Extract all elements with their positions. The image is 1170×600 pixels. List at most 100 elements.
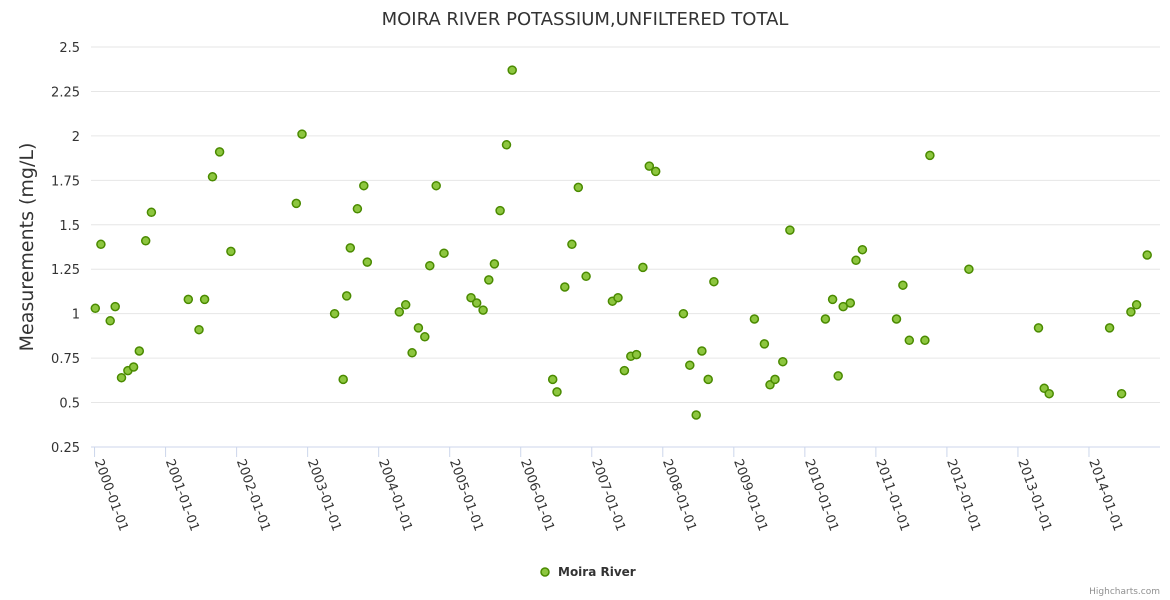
data-point[interactable] [484, 275, 494, 285]
data-point[interactable] [478, 305, 488, 315]
data-point[interactable] [140, 236, 151, 246]
data-point[interactable] [691, 410, 701, 420]
data-point[interactable] [1142, 250, 1152, 260]
data-point[interactable] [778, 356, 788, 367]
x-tick-label: 2014-01-01 [1085, 457, 1125, 533]
series-moira-river [90, 65, 1152, 420]
data-point[interactable] [425, 260, 435, 271]
data-point[interactable] [644, 161, 655, 171]
legend[interactable]: Moira River [540, 565, 636, 579]
data-point[interactable] [214, 147, 225, 157]
data-point[interactable] [581, 271, 591, 282]
data-point[interactable] [697, 346, 707, 356]
data-point[interactable] [146, 207, 157, 218]
data-point[interactable] [904, 335, 915, 346]
y-tick-labels: 0.25 0.5 0.75 1 1.25 1.5 1.75 2 2.25 2.5 [51, 41, 80, 456]
data-point[interactable] [1116, 388, 1127, 399]
y-tick-label: 1.75 [51, 174, 80, 189]
data-point[interactable] [1033, 323, 1044, 333]
data-point[interactable] [1104, 323, 1115, 333]
data-point[interactable] [329, 308, 340, 319]
data-point[interactable] [352, 204, 363, 214]
data-point[interactable] [183, 294, 194, 305]
data-point[interactable] [552, 387, 562, 397]
data-point[interactable] [833, 371, 843, 381]
data-point[interactable] [547, 374, 558, 385]
data-point[interactable] [194, 324, 204, 335]
data-point[interactable] [207, 172, 218, 182]
data-point[interactable] [1044, 388, 1054, 399]
data-point[interactable] [116, 372, 127, 383]
data-point[interactable] [134, 346, 145, 356]
data-point[interactable] [96, 239, 106, 250]
data-point[interactable] [110, 301, 120, 312]
data-point[interactable] [495, 205, 505, 216]
data-point[interactable] [407, 348, 417, 358]
data-point[interactable] [619, 365, 630, 376]
data-point[interactable] [685, 360, 695, 370]
x-tick-label: 2009-01-01 [730, 457, 770, 533]
data-point[interactable] [1126, 307, 1136, 317]
data-point[interactable] [703, 374, 713, 385]
data-point[interactable] [567, 239, 577, 250]
data-point[interactable] [297, 129, 307, 139]
legend-marker[interactable] [540, 567, 550, 577]
data-point[interactable] [439, 248, 449, 258]
data-point[interactable] [413, 323, 424, 333]
data-point[interactable] [400, 300, 411, 310]
data-point[interactable] [678, 308, 689, 319]
data-point[interactable] [650, 166, 661, 177]
data-point[interactable] [827, 294, 838, 305]
data-point[interactable] [820, 314, 831, 324]
data-point[interactable] [394, 307, 405, 317]
data-point[interactable] [345, 243, 356, 253]
data-point[interactable] [420, 332, 430, 342]
data-point[interactable] [1131, 300, 1142, 310]
credits-link[interactable]: Highcharts.com [1089, 587, 1160, 597]
data-point[interactable] [105, 316, 115, 326]
data-point[interactable] [857, 244, 868, 255]
chart-title: MOIRA RIVER POTASSIUM,UNFILTERED TOTAL [382, 9, 789, 30]
data-point[interactable] [466, 292, 476, 303]
data-point[interactable] [759, 339, 770, 349]
data-point[interactable] [964, 264, 974, 274]
data-point[interactable] [851, 255, 861, 266]
data-point[interactable] [573, 182, 584, 193]
x-tick-label: 2010-01-01 [801, 457, 841, 533]
data-point[interactable] [362, 257, 373, 267]
data-point[interactable] [613, 292, 623, 303]
data-point[interactable] [560, 282, 570, 292]
x-tick-label: 2000-01-01 [91, 457, 131, 533]
data-point[interactable] [489, 259, 500, 269]
data-point[interactable] [920, 335, 930, 346]
data-point[interactable] [226, 246, 236, 257]
data-point[interactable] [291, 198, 302, 209]
data-point[interactable] [507, 65, 517, 75]
data-point[interactable] [898, 280, 908, 290]
data-point[interactable] [845, 298, 856, 308]
y-tick-label: 2 [72, 130, 80, 145]
data-point[interactable] [891, 314, 902, 324]
data-point[interactable] [631, 349, 642, 360]
data-point[interactable] [785, 225, 795, 235]
data-point[interactable] [199, 294, 210, 305]
data-point[interactable] [838, 301, 848, 312]
grid-lines [91, 46, 1160, 404]
data-point[interactable] [338, 374, 348, 385]
data-point[interactable] [341, 291, 352, 301]
data-point[interactable] [359, 180, 369, 191]
data-point[interactable] [925, 150, 935, 161]
data-point[interactable] [709, 276, 719, 287]
x-tick-label: 2013-01-01 [1014, 457, 1054, 533]
data-point[interactable] [638, 262, 648, 273]
data-point[interactable] [431, 180, 441, 191]
data-point[interactable] [770, 374, 780, 385]
data-point[interactable] [128, 362, 139, 372]
legend-item-moira-river[interactable]: Moira River [558, 565, 636, 579]
y-tick-label: 0.5 [59, 397, 80, 412]
data-point[interactable] [749, 314, 760, 324]
data-point[interactable] [90, 303, 101, 314]
data-point[interactable] [501, 140, 512, 150]
y-tick-label: 2.25 [51, 85, 80, 100]
data-point[interactable] [471, 298, 482, 308]
